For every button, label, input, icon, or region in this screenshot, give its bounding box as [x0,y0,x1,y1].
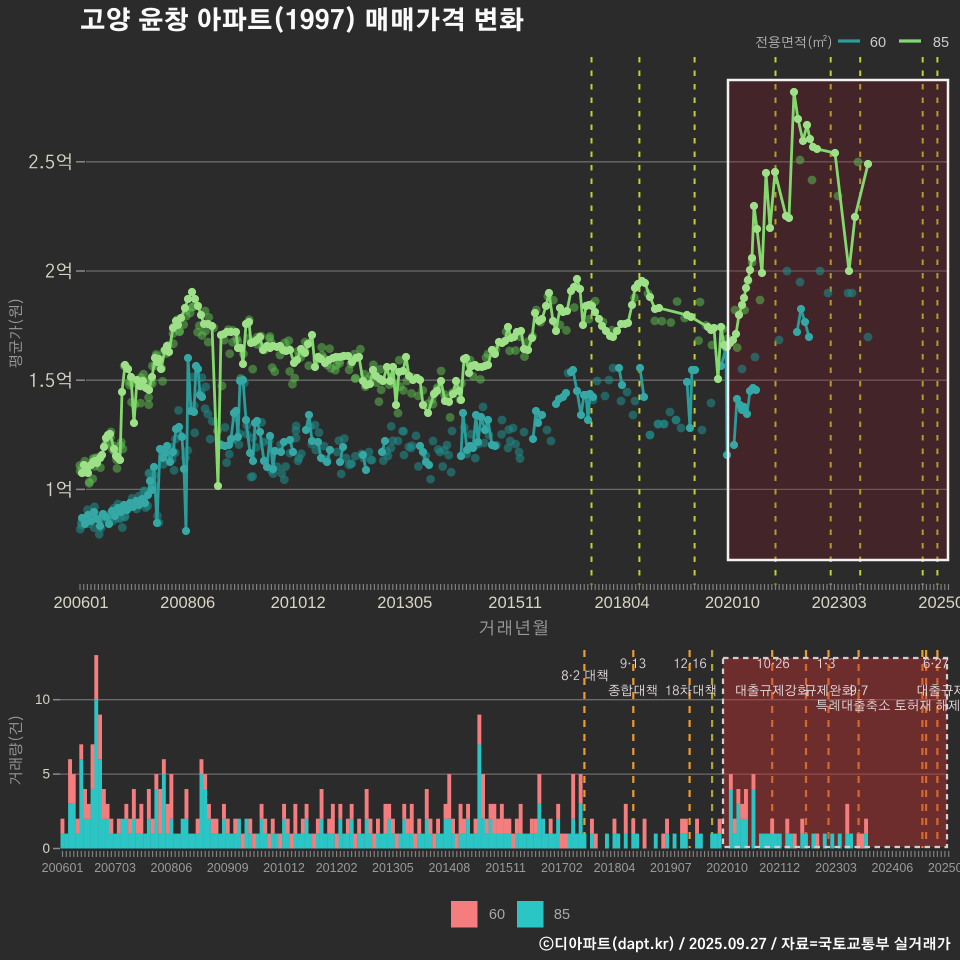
svg-text:60: 60 [870,35,886,51]
svg-text:201305: 201305 [372,861,414,875]
svg-text:201408: 201408 [428,861,470,875]
svg-text:200601: 200601 [42,861,84,875]
svg-text:200806: 200806 [160,594,215,612]
svg-text:201202: 201202 [316,861,358,875]
svg-text:201305: 201305 [377,594,432,612]
svg-text:202010: 202010 [705,594,760,612]
svg-text:202010: 202010 [706,861,748,875]
svg-text:10: 10 [35,692,50,707]
svg-text:201511: 201511 [485,861,526,875]
svg-text:0: 0 [42,841,50,856]
svg-text:202112: 202112 [759,861,800,875]
svg-text:85: 85 [933,35,949,51]
svg-text:201012: 201012 [271,594,326,612]
svg-text:85: 85 [554,907,570,923]
svg-text:200806: 200806 [151,861,193,875]
svg-text:200909: 200909 [207,861,249,875]
svg-text:201804: 201804 [594,594,649,612]
svg-text:202509: 202509 [928,861,960,875]
svg-text:200703: 200703 [94,861,136,875]
svg-text:201511: 201511 [488,594,542,612]
svg-text:201012: 201012 [263,861,305,875]
svg-text:201907: 201907 [650,861,692,875]
svg-text:202508: 202508 [918,594,960,612]
svg-text:60: 60 [489,907,505,923]
svg-text:202303: 202303 [812,594,867,612]
svg-text:202406: 202406 [872,861,914,875]
svg-text:201804: 201804 [594,861,636,875]
svg-text:201702: 201702 [541,861,583,875]
svg-text:5: 5 [42,767,50,782]
svg-text:202303: 202303 [815,861,857,875]
svg-text:200601: 200601 [53,594,108,612]
